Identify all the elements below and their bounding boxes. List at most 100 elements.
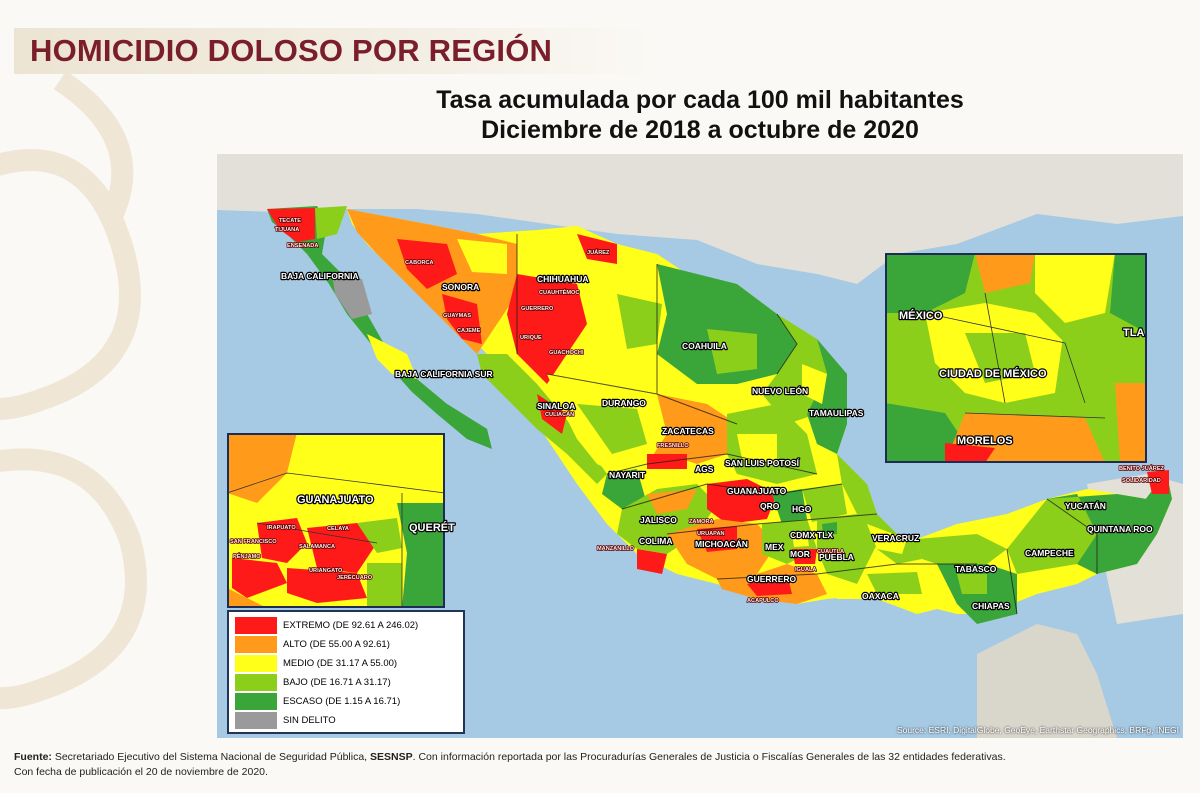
legend-swatch	[235, 693, 277, 710]
label-solidaridad: SOLIDARIDAD	[1122, 478, 1161, 484]
state-queretaro	[772, 489, 807, 524]
label-cuautla: CUAUTLA	[817, 549, 844, 555]
label-guaymas: GUAYMAS	[443, 313, 471, 319]
footer-source-org: SESNSP	[370, 751, 413, 763]
caborca-region	[397, 239, 457, 289]
label-baja-california-sur: BAJA CALIFORNIA SUR	[395, 369, 493, 379]
sonora-central	[457, 239, 507, 274]
state-cdmx	[792, 532, 809, 547]
legend-item-escaso: ESCASO (DE 1.15 A 16.71)	[235, 692, 463, 711]
map-legend: EXTREMO (DE 92.61 A 246.02) ALTO (DE 55.…	[227, 610, 465, 734]
label-tamaulipas: TAMAULIPAS	[809, 408, 864, 418]
legend-item-extremo: EXTREMO (DE 92.61 A 246.02)	[235, 616, 463, 635]
state-quintana-roo	[1077, 474, 1172, 574]
label-tijuana: TIJUANA	[275, 227, 299, 233]
inset-label-guanajuato: GUANAJUATO	[297, 494, 374, 506]
state-campeche	[1007, 494, 1097, 574]
legend-label: BAJO (DE 16.71 A 31.17)	[283, 677, 391, 688]
footer-publication: Con fecha de publicación el 20 de noviem…	[14, 766, 268, 778]
legend-label: MEDIO (DE 31.17 A 55.00)	[283, 658, 398, 669]
label-manzanillo: MANZANILLO	[597, 546, 635, 552]
legend-label: ESCASO (DE 1.15 A 16.71)	[283, 696, 401, 707]
label-ensenada: ENSENADA	[287, 243, 318, 249]
sin-delito-region	[332, 274, 372, 319]
jalisco-north	[647, 489, 697, 514]
label-juarez: JUÁREZ	[587, 249, 610, 256]
label-guerrero-mun: GUERRERO	[521, 306, 554, 312]
label-chihuahua: CHIHUAHUA	[537, 274, 588, 284]
legend-swatch	[235, 617, 277, 634]
cajeme-region	[442, 294, 482, 344]
state-morelos	[792, 549, 817, 564]
chiapas-central	[957, 574, 987, 594]
footer-source-text-a: Secretariado Ejecutivo del Sistema Nacio…	[51, 751, 371, 763]
label-san-luis-potosi: SAN LUIS POTOSÍ	[725, 458, 800, 468]
state-zacatecas	[647, 394, 737, 464]
label-cuauhtemoc: CUAUHTÉMOC	[539, 288, 579, 296]
label-baja-california: BAJA CALIFORNIA	[281, 271, 359, 281]
label-zamora: ZAMORA	[689, 519, 714, 525]
label-sonora: SONORA	[442, 282, 479, 292]
legend-swatch	[235, 712, 277, 729]
label-acapulco: ACAPULCO	[747, 598, 779, 604]
juarez-region	[577, 234, 617, 264]
state-guanajuato	[707, 479, 777, 524]
state-colima	[637, 549, 667, 574]
legend-item-medio: MEDIO (DE 31.17 A 55.00)	[235, 654, 463, 673]
zamora-uruapan-region	[697, 526, 737, 552]
inset-label-san-francisco: SAN FRANCISCO	[230, 539, 277, 545]
inset-label-cdmx: CIUDAD DE MÉXICO	[939, 367, 1047, 380]
homicide-map[interactable]: SONORA CHIHUAHUA COAHUILA BAJA CALIFORNI…	[217, 154, 1183, 738]
chihuahua-east	[617, 294, 662, 349]
label-durango: DURANGO	[602, 398, 646, 408]
legend-item-sin-delito: SIN DELITO	[235, 711, 463, 730]
veracruz-south	[867, 524, 907, 554]
inset-cdmx[interactable]: MÉXICO CIUDAD DE MÉXICO MORELOS TLA	[885, 253, 1147, 463]
inset-label-salamanca: SALAMANCA	[299, 544, 335, 550]
bcs-north	[367, 334, 417, 379]
label-tabasco: TABASCO	[955, 564, 997, 574]
label-mex: MEX	[765, 542, 784, 552]
central-america	[977, 624, 1117, 738]
label-mor: MOR	[790, 549, 810, 559]
state-nayarit	[602, 469, 647, 509]
inset-guanajuato[interactable]: GUANAJUATO QUERÉT IRAPUATO CELAYA SALAMA…	[226, 433, 456, 608]
label-hgo: HGO	[792, 504, 812, 514]
mexicali-region	[315, 206, 347, 239]
legend-swatch	[235, 655, 277, 672]
footer-source-text-b: . Con información reportada por las Proc…	[412, 751, 1006, 763]
label-cajeme: CAJEME	[457, 328, 481, 334]
label-chiapas: CHIAPAS	[972, 601, 1010, 611]
label-nuevo-leon: NUEVO LEÓN	[752, 385, 808, 396]
page-title: HOMICIDIO DOLOSO POR REGIÓN	[30, 33, 553, 68]
label-fresnillo: FRESNILLO	[657, 443, 689, 449]
legend-label: EXTREMO (DE 92.61 A 246.02)	[283, 620, 419, 631]
acapulco-region	[747, 574, 792, 596]
inset-label-queretaro: QUERÉT	[409, 521, 455, 534]
label-qro: QRO	[760, 501, 780, 511]
map-source: Source: ESRI, DigitalGlobe, GeoEye, Eart…	[896, 725, 1179, 735]
state-veracruz	[837, 454, 922, 564]
label-veracruz: VERACRUZ	[872, 533, 919, 543]
tamaulipas-west	[802, 364, 827, 404]
map-subtitle-rate: Tasa acumulada por cada 100 mil habitant…	[436, 86, 964, 114]
label-quintana-roo: QUINTANA ROO	[1087, 524, 1153, 534]
us-land	[217, 154, 1183, 284]
label-uruapan: URUAPAN	[697, 531, 725, 537]
bcs-south	[442, 404, 489, 446]
map-subtitle-period: Diciembre de 2018 a octubre de 2020	[481, 116, 919, 144]
inset-label-uriangato: URIANGATO	[309, 568, 343, 574]
state-labels: SONORA CHIHUAHUA COAHUILA BAJA CALIFORNI…	[280, 270, 1154, 612]
baja-california-peninsula	[267, 206, 492, 449]
inset-label-mexico: MÉXICO	[899, 309, 943, 322]
label-nayarit: NAYARIT	[609, 470, 646, 480]
state-tabasco	[917, 534, 1007, 564]
label-puebla: PUEBLA	[819, 552, 854, 562]
label-benito-juarez: BENITO JUÁREZ	[1119, 465, 1165, 472]
label-caborca: CABORCA	[405, 260, 434, 266]
footer-source: Fuente: Secretariado Ejecutivo del Siste…	[14, 750, 1186, 780]
inset-label-tla: TLA	[1123, 327, 1144, 339]
state-tlaxcala	[822, 522, 837, 535]
label-guerrero: GUERRERO	[747, 574, 797, 584]
background-ornament	[0, 70, 147, 710]
